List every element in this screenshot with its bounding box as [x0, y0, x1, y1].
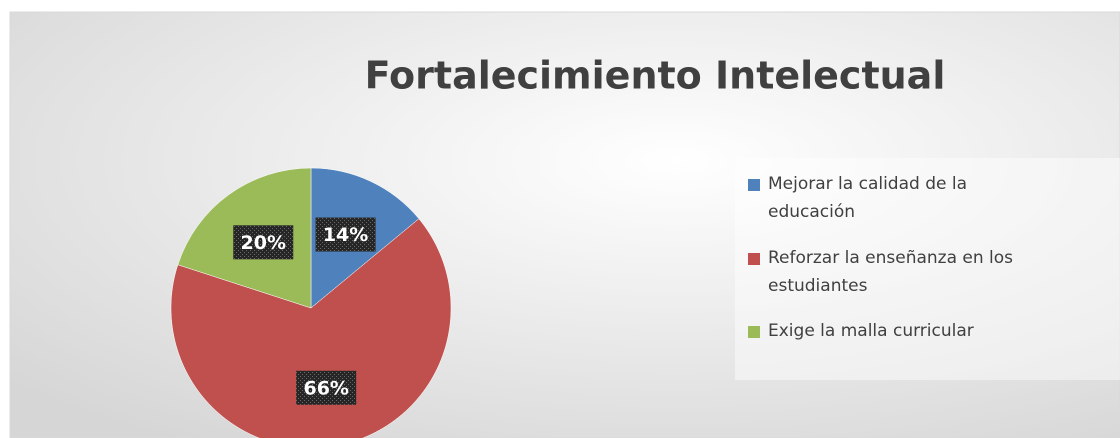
- data-label-box: [296, 370, 357, 405]
- legend-label: Exige la malla curricular: [768, 321, 974, 341]
- legend-swatch: [748, 326, 760, 338]
- data-label-box: [233, 225, 294, 260]
- legend-item: Mejorar la calidad de la educación: [748, 170, 1088, 226]
- legend: Mejorar la calidad de la educación Reforz…: [735, 158, 1120, 380]
- pie-slice: [170, 218, 452, 438]
- legend-label: Reforzar la enseñanza en los estudiantes: [768, 248, 1014, 296]
- legend-item: Exige la malla curricular: [748, 317, 1088, 345]
- legend-swatch: [748, 179, 760, 191]
- data-label: 66%: [303, 377, 348, 399]
- legend-item: Reforzar la enseñanza en los estudiantes: [748, 244, 1088, 300]
- chart-title: Fortalecimiento Intelectual: [365, 54, 946, 98]
- data-label-box: [315, 217, 376, 252]
- data-label: 20%: [241, 232, 286, 254]
- legend-swatch: [748, 253, 760, 265]
- data-label: 14%: [323, 224, 368, 246]
- legend-label: Mejorar la calidad de la educación: [768, 174, 968, 222]
